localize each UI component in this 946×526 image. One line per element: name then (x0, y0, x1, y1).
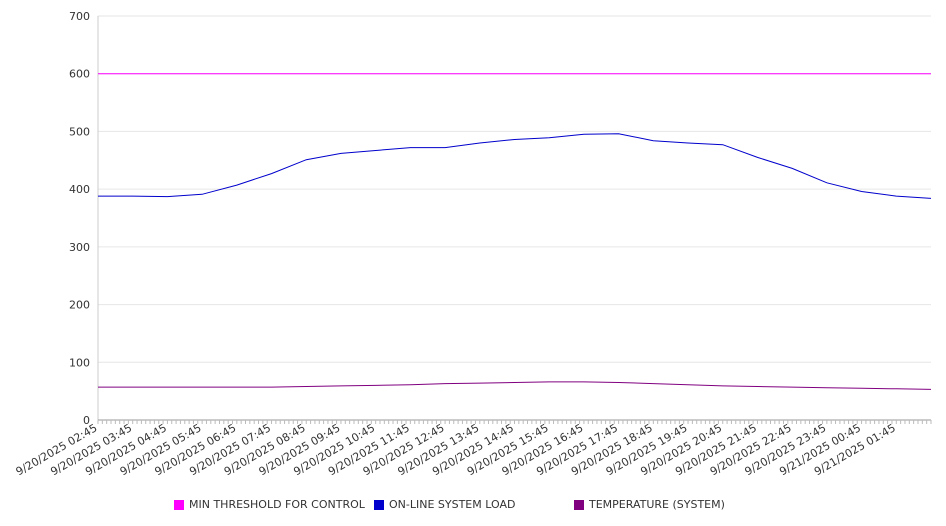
y-axis: 0 100 200 300 400 500 600 700 (69, 10, 99, 427)
y-tick-label: 500 (69, 125, 90, 138)
y-tick-label: 600 (69, 68, 90, 81)
y-tick-label: 100 (69, 356, 90, 369)
legend-label-temperature: TEMPERATURE (SYSTEM) (589, 498, 725, 511)
legend-swatch-system-load (374, 499, 384, 510)
legend-label-min-threshold: MIN THRESHOLD FOR CONTROL (189, 498, 365, 511)
y-tick-label: 200 (69, 299, 90, 312)
legend-swatch-temperature (574, 499, 584, 510)
y-tick-label: 400 (69, 183, 90, 196)
series-line-1 (98, 133, 932, 199)
series-line-2 (98, 381, 932, 390)
legend-item-temperature: TEMPERATURE (SYSTEM) (574, 498, 725, 511)
legend-swatch-min-threshold (174, 499, 184, 510)
legend-item-min-threshold: MIN THRESHOLD FOR CONTROL (174, 498, 365, 511)
y-tick-label: 0 (83, 414, 90, 427)
legend-item-system-load: ON-LINE SYSTEM LOAD (374, 498, 515, 511)
x-axis: 9/20/2025 02:459/20/2025 03:459/20/2025 … (14, 419, 932, 478)
plot-area (98, 73, 932, 390)
legend-label-system-load: ON-LINE SYSTEM LOAD (389, 498, 516, 511)
legend: MIN THRESHOLD FOR CONTROL ON-LINE SYSTEM… (0, 498, 946, 516)
y-tick-label: 700 (69, 10, 90, 23)
y-tick-label: 300 (69, 241, 90, 254)
gridlines (98, 15, 931, 421)
